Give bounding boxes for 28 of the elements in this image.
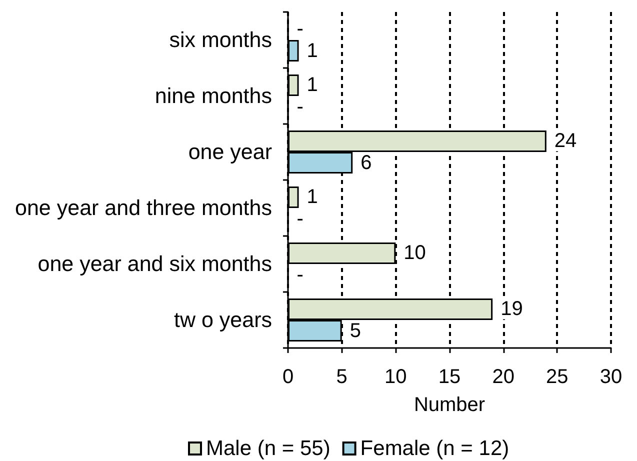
legend-label: Female (n = 12) [360,437,510,460]
x-tick-label: 30 [600,366,622,388]
data-label: 19 [500,298,523,320]
y-tick-label: one year and six months [38,252,272,276]
data-label: - [296,96,304,118]
x-tick-label: 5 [336,366,348,388]
x-tick-label: 10 [384,366,407,388]
x-tick-label: 25 [546,366,568,388]
data-label: - [296,208,304,230]
y-tick-label: nine months [154,84,272,108]
data-label: 1 [306,74,318,96]
data-label: 6 [360,152,372,174]
data-label: - [296,18,304,40]
y-tick-label: one year and three months [15,196,272,220]
x-axis-title: Number [414,394,486,416]
data-label: 5 [350,320,361,342]
data-label: 1 [306,186,318,208]
x-tick-label: 0 [282,366,294,388]
data-label: 10 [404,242,426,264]
y-tick-label: six months [169,28,272,52]
data-label: - [296,264,304,286]
y-tick-label: one year [188,140,272,164]
data-label: 24 [554,130,577,152]
y-tick-label: tw o years [174,308,272,332]
x-tick-label: 15 [438,366,461,388]
x-tick-label: 20 [492,366,514,388]
data-label: 1 [306,40,318,62]
legend-label: Male (n = 55) [206,437,330,460]
